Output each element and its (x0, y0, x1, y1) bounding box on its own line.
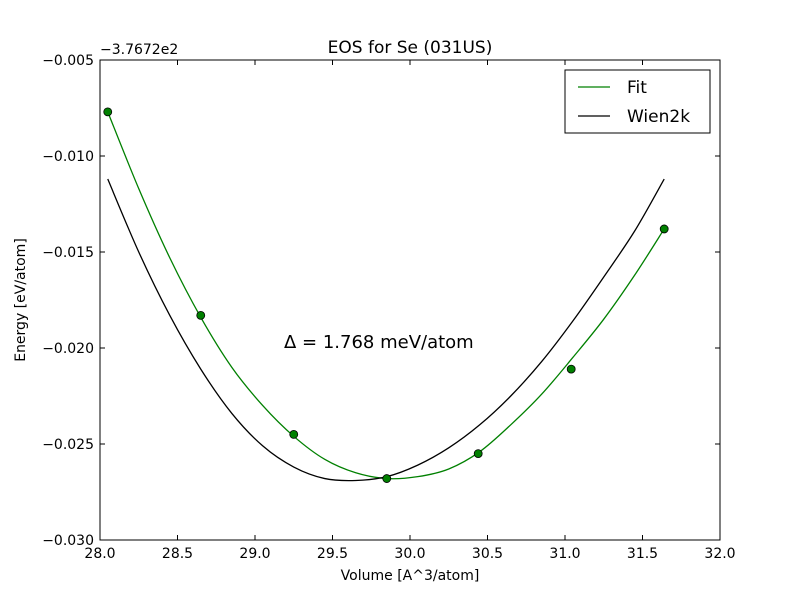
x-tick-label: 32.0 (704, 546, 735, 562)
delta-annotation: Δ = 1.768 meV/atom (284, 332, 474, 353)
legend-label-fit: Fit (627, 78, 647, 98)
x-tick-label: 28.0 (84, 546, 115, 562)
x-tick-label: 30.5 (472, 546, 503, 562)
data-point (473, 449, 483, 459)
x-tick-label: 31.0 (549, 546, 580, 562)
legend-label-wien2k: Wien2k (627, 107, 690, 127)
plot-area (100, 60, 720, 540)
x-tick-label: 29.5 (317, 546, 348, 562)
legend-box (564, 69, 711, 134)
points-layer (103, 107, 669, 483)
legend: Fit Wien2k (564, 69, 711, 134)
x-axis-label: Volume [A^3/atom] (341, 568, 480, 584)
data-point (566, 364, 576, 374)
x-tick-label: 28.5 (162, 546, 193, 562)
y-tick-label: −0.005 (42, 53, 94, 69)
y-tick-label: −0.020 (42, 341, 94, 357)
y-tick-label: −0.030 (42, 533, 94, 549)
x-tick-label: 31.5 (627, 546, 658, 562)
y-tick-label: −0.015 (42, 245, 94, 261)
data-point (196, 310, 206, 320)
data-point (289, 429, 299, 439)
x-tick-label: 29.0 (239, 546, 270, 562)
data-point (103, 107, 113, 117)
y-tick-label: −0.010 (42, 149, 94, 165)
x-tick-label: 30.0 (394, 546, 425, 562)
y-offset-label: −3.7672e2 (100, 42, 178, 58)
data-point (382, 474, 392, 483)
data-point (659, 224, 669, 234)
y-tick-label: −0.025 (42, 437, 94, 453)
ticks-layer: 28.0 28.5 29.0 29.5 30.0 30.5 31.0 31.5 32.0 −0.0… (42, 53, 735, 562)
plot-frame (99, 59, 721, 541)
chart-title: EOS for Se (031US) (328, 38, 493, 58)
y-axis-label: Energy [eV/atom] (13, 238, 29, 362)
